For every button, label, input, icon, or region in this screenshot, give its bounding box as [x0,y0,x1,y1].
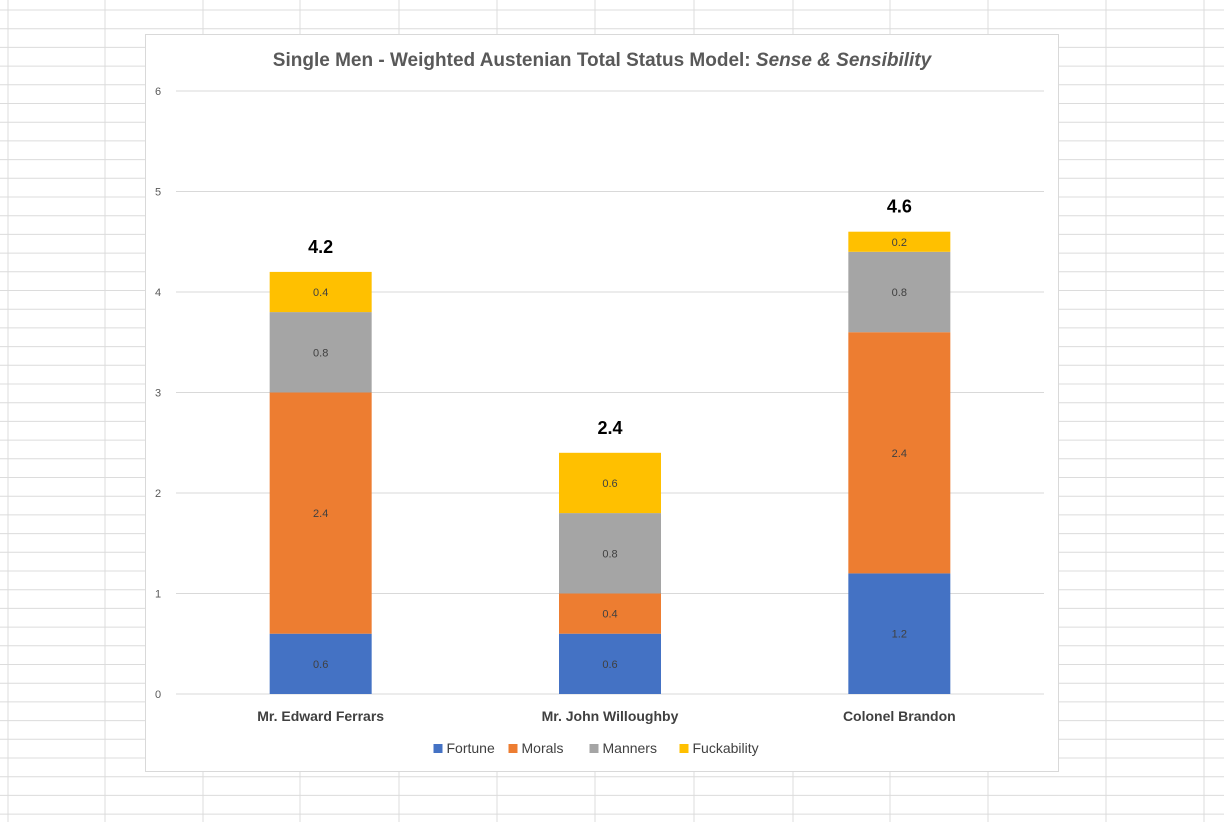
legend: Fortune Morals Manners Fuckability [433,740,759,756]
total-value-label: 4.2 [308,237,333,257]
category-label: Mr. Edward Ferrars [257,708,384,724]
bar-segment [269,271,372,313]
bar-segment [269,392,372,634]
legend-label: Fuckability [693,740,759,756]
segment-value-label: 2.4 [892,448,907,460]
segment-value-label: 0.8 [892,287,907,299]
y-tick-label: 0 [155,689,161,701]
segment-value-label: 0.6 [313,659,328,671]
bar-segment [269,312,372,393]
legend-swatch [679,744,689,753]
y-tick-label: 6 [155,86,161,98]
segment-value-label: 0.8 [313,347,328,359]
category-label: Mr. John Willoughby [542,708,679,724]
legend-swatch [589,744,599,753]
bar-segment [559,593,661,634]
bar-segment [848,251,951,333]
bars [269,231,951,694]
legend-swatch [508,744,518,753]
segment-value-label: 0.2 [892,237,907,249]
y-tick-label: 1 [155,589,161,601]
segment-labels: 0.6 2.4 0.8 0.4 0.6 0.4 0.8 0.6 1.2 2.4 0.8 0.2 [313,237,907,671]
total-value-label: 2.4 [597,418,622,438]
legend-label: Manners [603,740,657,756]
segment-value-label: 0.4 [313,287,328,299]
legend-swatch [433,744,443,753]
segment-value-label: 0.4 [602,609,617,621]
y-axis-ticks: 0 1 2 3 4 5 6 [155,86,161,701]
chart-title-italic: Sense & Sensibility [756,50,933,71]
segment-value-label: 1.2 [892,629,907,641]
chart-area[interactable]: Single Men - Weighted Austenian Total St… [145,34,1059,772]
y-tick-label: 4 [155,287,161,299]
bar-segment [269,633,372,694]
total-labels: 4.2 2.4 4.6 [308,197,912,438]
legend-label: Fortune [447,740,495,756]
total-value-label: 4.6 [887,197,912,217]
category-label: Colonel Brandon [843,708,956,724]
segment-value-label: 0.6 [602,478,617,490]
bar-segment [848,573,951,694]
y-tick-label: 2 [155,488,161,500]
bar-segment [559,513,661,594]
segment-value-label: 0.8 [602,548,617,560]
category-labels: Mr. Edward Ferrars Mr. John Willoughby Col… [257,708,955,724]
bar-segment [559,633,661,694]
bar-segment [848,231,951,252]
bar-segment [848,332,951,574]
segment-value-label: 2.4 [313,508,328,520]
stacked-bar-chart: Single Men - Weighted Austenian Total St… [155,50,1044,756]
legend-label: Morals [522,740,564,756]
segment-value-label: 0.6 [602,659,617,671]
chart-title: Single Men - Weighted Austenian Total St… [273,50,933,71]
y-tick-label: 3 [155,388,161,400]
bar-segment [559,452,661,514]
y-tick-label: 5 [155,187,161,199]
